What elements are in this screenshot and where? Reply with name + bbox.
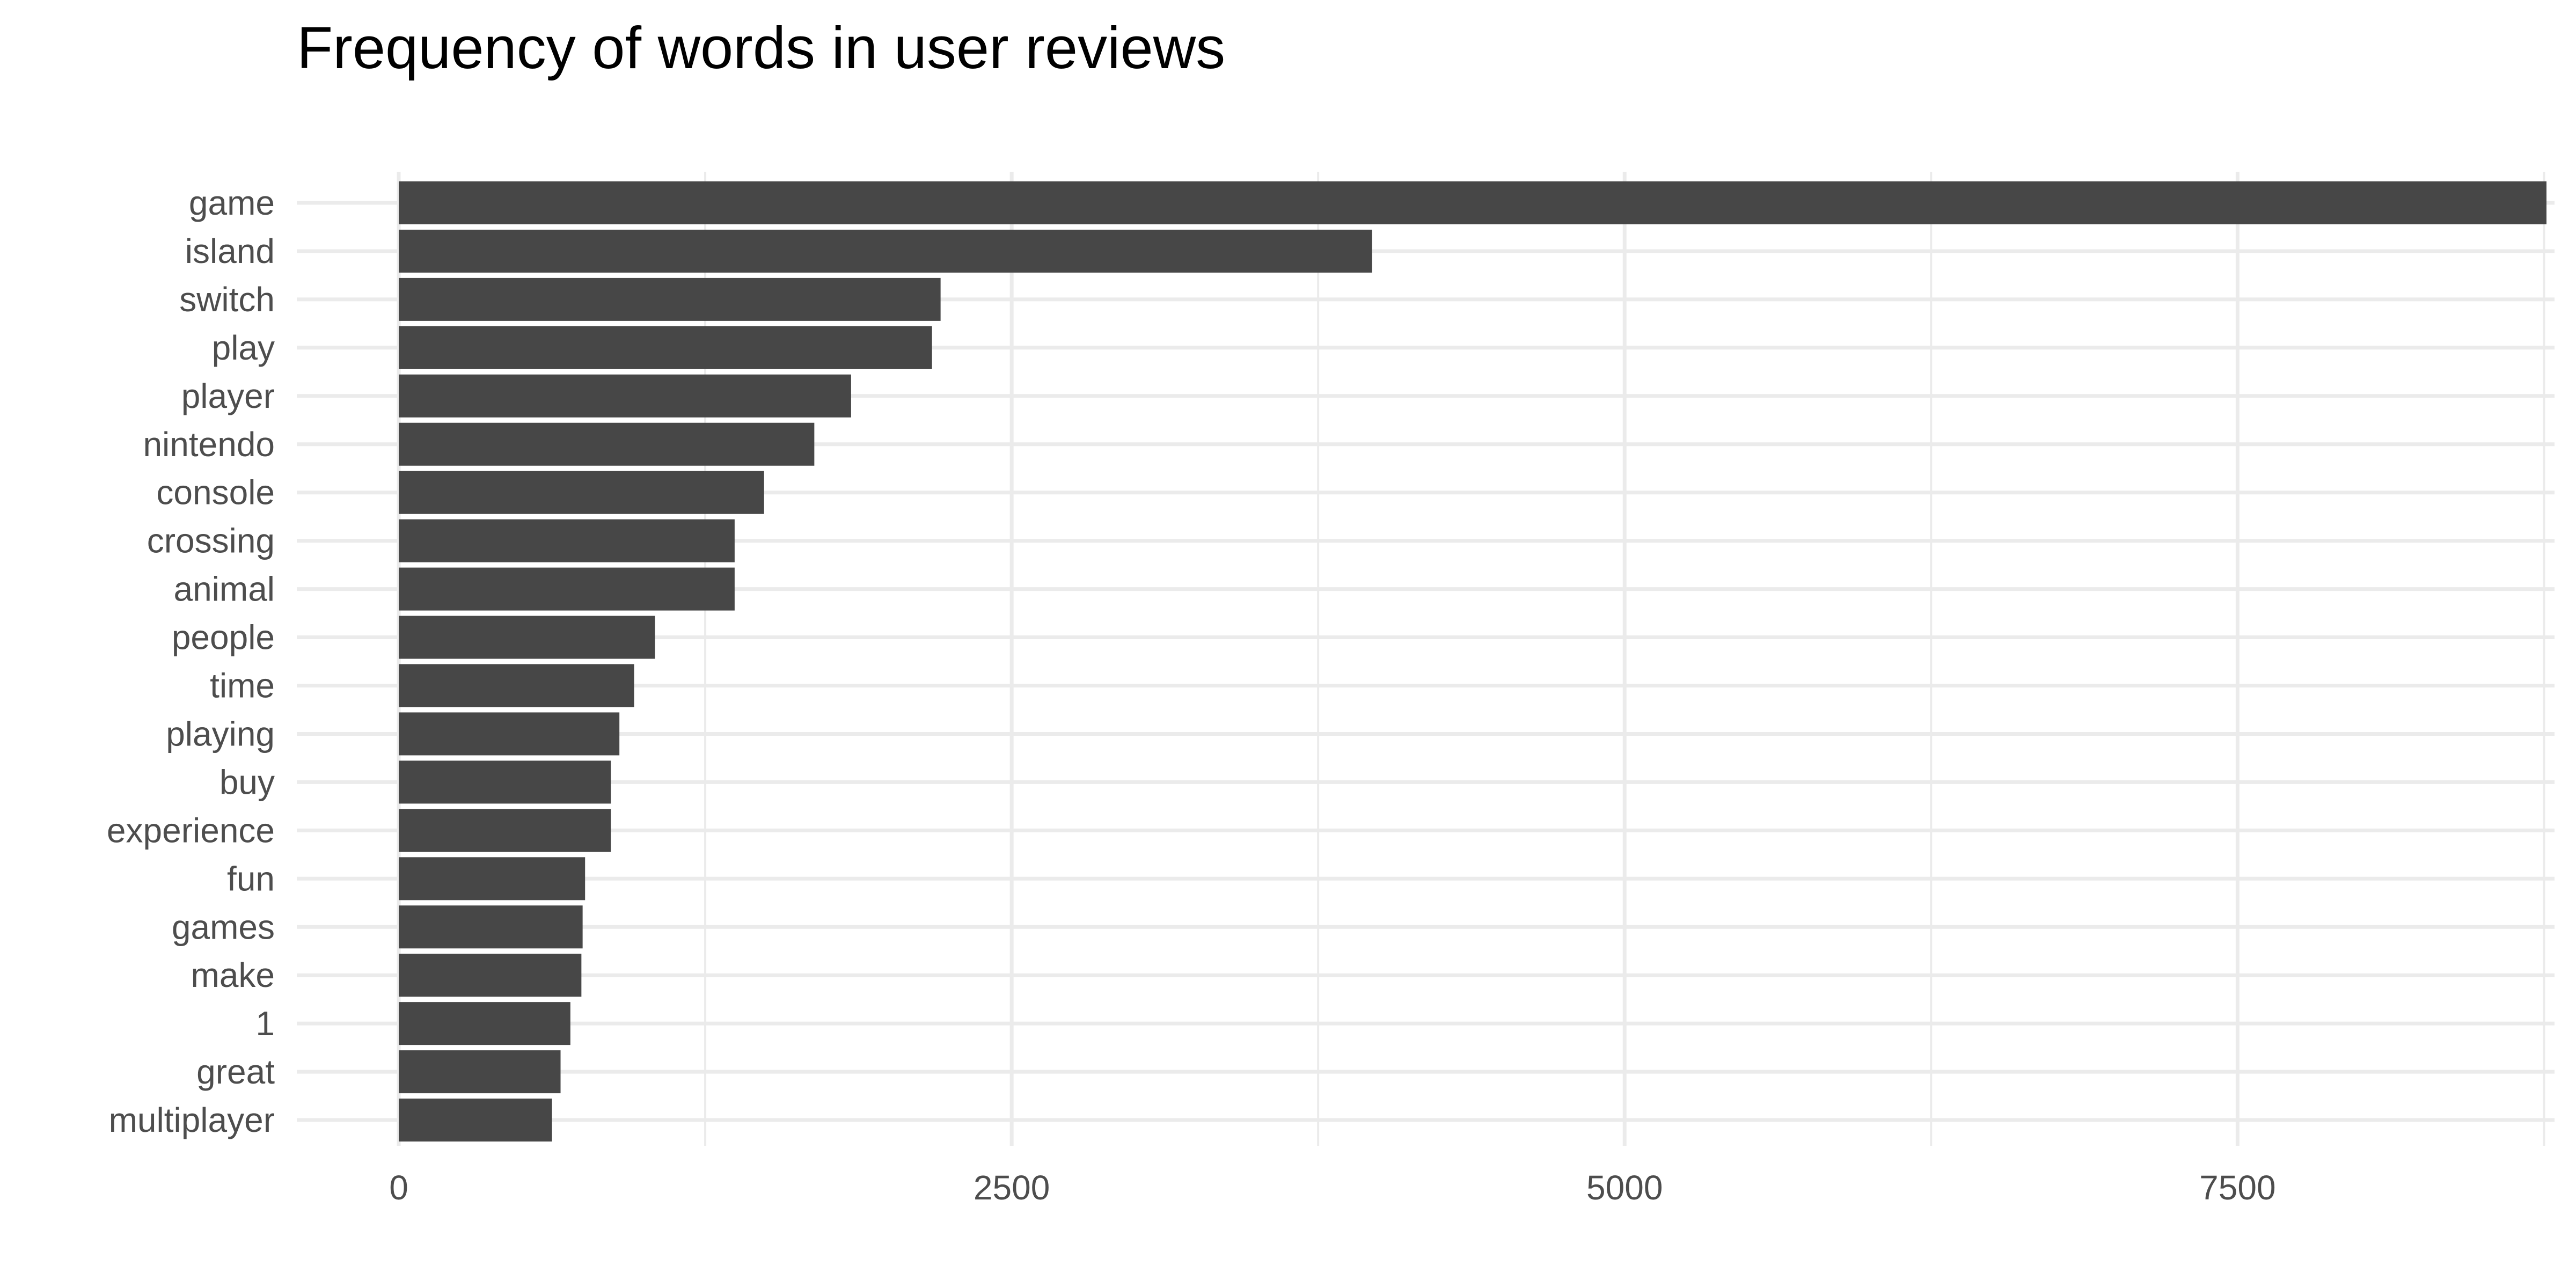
bar-buy xyxy=(399,760,611,804)
x-tick-label: 2500 xyxy=(974,1168,1050,1207)
y-tick-label: make xyxy=(191,956,275,994)
y-tick-label: buy xyxy=(219,763,275,801)
bar-crossing xyxy=(399,519,735,562)
x-tick-label: 7500 xyxy=(2199,1168,2275,1207)
y-tick-label: great xyxy=(196,1052,275,1091)
y-axis-labels: game island switch play player nintendo consol… xyxy=(107,184,275,1139)
chart-title: Frequency of words in user reviews xyxy=(297,15,1226,81)
bar-make xyxy=(399,954,582,997)
bar-island xyxy=(399,229,1372,273)
bar-people xyxy=(399,616,655,659)
bar-player xyxy=(399,374,851,418)
bar-1 xyxy=(399,1002,570,1045)
bar-games xyxy=(399,905,583,949)
x-tick-label: 0 xyxy=(389,1168,408,1207)
y-tick-label: multiplayer xyxy=(109,1101,275,1139)
y-tick-label: game xyxy=(189,184,275,222)
x-axis-labels: 0 2500 5000 7500 xyxy=(389,1168,2275,1207)
bar-fun xyxy=(399,857,586,901)
bar-experience xyxy=(399,809,611,852)
bar-game xyxy=(399,181,2546,224)
bar-multiplayer xyxy=(399,1099,552,1142)
bar-console xyxy=(399,471,764,514)
bar-nintendo xyxy=(399,422,815,466)
bar-animal xyxy=(399,567,735,611)
y-tick-label: people xyxy=(172,618,275,657)
y-tick-label: playing xyxy=(166,714,275,753)
y-tick-label: play xyxy=(212,328,275,367)
y-tick-label: time xyxy=(210,667,275,705)
bar-great xyxy=(399,1050,561,1094)
y-tick-label: switch xyxy=(179,280,275,319)
y-tick-label: animal xyxy=(173,570,275,609)
bar-switch xyxy=(399,277,941,321)
y-tick-label: games xyxy=(172,908,275,946)
y-tick-label: crossing xyxy=(147,522,275,560)
x-tick-label: 5000 xyxy=(1586,1168,1663,1207)
bar-time xyxy=(399,664,634,707)
y-tick-label: 1 xyxy=(255,1004,275,1043)
y-tick-label: island xyxy=(185,232,275,270)
bar-playing xyxy=(399,712,620,756)
bars xyxy=(399,181,2546,1142)
y-tick-label: experience xyxy=(107,811,275,850)
y-tick-label: console xyxy=(156,473,275,512)
y-tick-label: fun xyxy=(227,859,275,898)
bar-play xyxy=(399,326,932,369)
y-tick-label: nintendo xyxy=(143,425,275,464)
y-tick-label: player xyxy=(181,377,275,415)
